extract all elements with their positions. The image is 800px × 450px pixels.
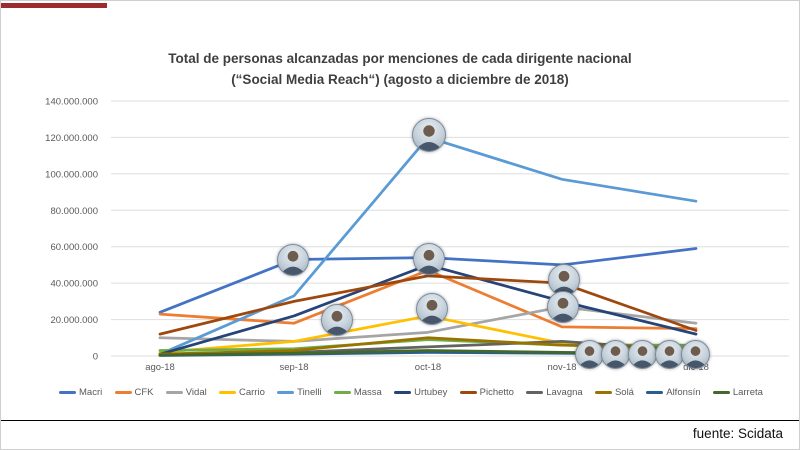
y-axis-tick-label: 80.000.000 bbox=[50, 206, 98, 217]
person-silhouette-body bbox=[551, 313, 575, 322]
legend-line-marker-tinelli bbox=[277, 391, 295, 394]
face-photo-cfk-icon bbox=[321, 304, 353, 336]
source-attribution: fuente: Scidata bbox=[692, 426, 783, 441]
face-photo-massa-icon bbox=[654, 339, 684, 369]
legend-line-marker-carrio bbox=[218, 391, 236, 394]
legend-line-marker-sola bbox=[594, 391, 612, 394]
chart-title-line2: (“Social Media Reach“) (agosto a diciemb… bbox=[231, 71, 569, 87]
person-silhouette-head bbox=[690, 345, 700, 356]
person-silhouette-body bbox=[417, 142, 441, 151]
legend-line-marker-pichetto bbox=[459, 391, 477, 394]
y-axis-tick-label: 20.000.000 bbox=[50, 315, 98, 326]
person-silhouette-head bbox=[610, 345, 620, 356]
person-silhouette-head bbox=[584, 345, 594, 356]
y-axis-tick-label: 100.000.000 bbox=[45, 169, 98, 180]
person-silhouette-body bbox=[417, 265, 441, 274]
person-silhouette-body bbox=[325, 326, 349, 335]
person-silhouette-head bbox=[423, 249, 435, 261]
legend-label-carrio: Carrio bbox=[238, 387, 265, 398]
legend-item-larreta: Larreta bbox=[712, 387, 763, 398]
legend-item-massa: Massa bbox=[333, 387, 382, 398]
person-silhouette-body bbox=[281, 266, 305, 275]
legend-line-marker-cfk bbox=[114, 391, 132, 394]
chart-title-line1: Total de personas alcanzadas por mencion… bbox=[168, 51, 632, 66]
legend-label-massa: Massa bbox=[353, 387, 382, 398]
legend-line-marker-urtubey bbox=[394, 391, 412, 394]
accent-bar bbox=[1, 3, 107, 8]
face-photo-urtubey-icon bbox=[413, 243, 445, 275]
y-axis-tick-label: 60.000.000 bbox=[50, 242, 98, 253]
person-silhouette-head bbox=[637, 345, 647, 356]
person-silhouette-body bbox=[604, 359, 626, 368]
legend-label-sola: Solá bbox=[614, 387, 634, 398]
person-silhouette-head bbox=[331, 310, 343, 322]
legend-item-sola: Solá bbox=[594, 387, 634, 398]
legend-label-tinelli: Tinelli bbox=[297, 387, 322, 398]
face-photo-larreta-icon bbox=[680, 339, 710, 369]
face-photo-alfonsin-icon bbox=[627, 339, 657, 369]
face-photo-pichetto-icon bbox=[548, 264, 580, 296]
legend-label-macri: Macri bbox=[79, 387, 103, 398]
legend-label-cfk: CFK bbox=[134, 387, 154, 398]
legend-item-tinelli: Tinelli bbox=[277, 387, 322, 398]
person-silhouette-head bbox=[423, 125, 435, 137]
legend-label-larreta: Larreta bbox=[732, 387, 763, 398]
legend-item-macri: Macri bbox=[59, 387, 102, 398]
legend-label-lavagna: Lavagna bbox=[546, 387, 583, 398]
person-silhouette-head bbox=[558, 270, 570, 282]
legend-line-marker-vidal bbox=[165, 391, 183, 394]
legend-item-urtubey: Urtubey bbox=[394, 387, 447, 398]
x-axis-tick-label: sep-18 bbox=[279, 362, 308, 373]
person-silhouette-body bbox=[684, 359, 706, 368]
face-photo-vidal-icon bbox=[547, 291, 579, 323]
y-axis-tick-label: 120.000.000 bbox=[45, 133, 98, 144]
legend-label-urtubey: Urtubey bbox=[414, 387, 448, 398]
legend-item-carrio: Carrio bbox=[218, 387, 265, 398]
legend-item-cfk: CFK bbox=[114, 387, 154, 398]
person-silhouette-body bbox=[420, 315, 444, 324]
y-axis-tick-label: 40.000.000 bbox=[50, 279, 98, 290]
face-photo-carrio-icon bbox=[416, 293, 448, 325]
face-photo-macri-icon bbox=[277, 244, 309, 276]
y-axis-tick-label: 140.000.000 bbox=[45, 97, 98, 108]
face-photo-tinelli-icon bbox=[412, 118, 446, 152]
person-silhouette-head bbox=[287, 250, 299, 262]
legend-item-alfonsin: Alfonsín bbox=[646, 387, 701, 398]
legend-item-lavagna: Lavagna bbox=[526, 387, 583, 398]
person-silhouette-head bbox=[664, 345, 674, 356]
legend-line-marker-lavagna bbox=[526, 391, 544, 394]
x-axis-tick-label: ago-18 bbox=[145, 362, 175, 373]
person-silhouette-body bbox=[658, 359, 680, 368]
legend-item-vidal: Vidal bbox=[165, 387, 207, 398]
series-line-pichetto bbox=[158, 274, 698, 336]
chart-legend: Macri CFK Vidal Carrio Tinelli Massa Urtubey Pi… bbox=[59, 387, 763, 398]
legend-label-pichetto: Pichetto bbox=[479, 387, 514, 398]
x-axis-tick-label: oct-18 bbox=[415, 362, 441, 373]
face-photo-lavagna-icon bbox=[574, 339, 604, 369]
face-photo-sola-icon bbox=[600, 339, 630, 369]
person-silhouette-head bbox=[426, 299, 438, 311]
person-silhouette-body bbox=[631, 359, 653, 368]
legend-label-vidal: Vidal bbox=[185, 387, 207, 398]
legend-line-marker-macri bbox=[59, 391, 76, 394]
x-axis-tick-label: nov-18 bbox=[547, 362, 576, 373]
person-silhouette-head bbox=[557, 297, 569, 309]
legend-line-marker-larreta bbox=[712, 391, 730, 394]
footer-rule bbox=[1, 420, 799, 422]
person-silhouette-body bbox=[578, 359, 600, 368]
y-axis-tick-label: 0 bbox=[93, 352, 98, 363]
legend-item-pichetto: Pichetto bbox=[459, 387, 514, 398]
legend-line-marker-massa bbox=[333, 391, 351, 394]
legend-line-marker-alfonsin bbox=[646, 391, 664, 394]
legend-label-alfonsin: Alfonsín bbox=[666, 387, 701, 398]
chart-title: Total de personas alcanzadas por mencion… bbox=[1, 49, 799, 91]
